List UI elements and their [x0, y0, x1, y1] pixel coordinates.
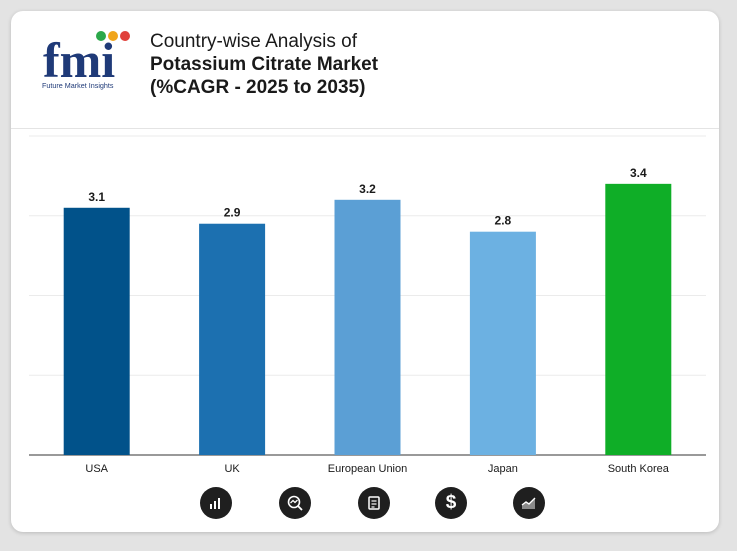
header-divider [11, 128, 719, 129]
svg-text:fmi: fmi [43, 32, 115, 88]
chart-card: fmi Future Market Insights Country-wise … [11, 11, 719, 532]
magnifier-trend-icon [279, 487, 311, 519]
logo-tagline: Future Market Insights [42, 81, 114, 90]
title-line-2: Potassium Citrate Market [150, 54, 379, 75]
x-tick-label: USA [85, 463, 108, 475]
area-chart-icon [513, 487, 545, 519]
dollar-icon: $ [435, 487, 467, 519]
data-label: 3.2 [359, 182, 376, 196]
bar [469, 231, 536, 455]
bar [605, 183, 672, 455]
data-label: 2.8 [495, 214, 512, 228]
data-label: 3.4 [630, 166, 647, 180]
document-icon [358, 487, 390, 519]
chart-title: Country-wise Analysis of Potassium Citra… [150, 30, 378, 99]
bar [199, 223, 266, 455]
bar [334, 199, 401, 455]
bar-chart: 3.1 USA 2.9 UK 3.2 European Union 2.8 Japan 3.4 S… [29, 135, 706, 475]
x-tick-label: South Korea [608, 463, 670, 475]
x-tick-label: Japan [488, 463, 518, 475]
title-line-1: Country-wise Analysis of [150, 31, 357, 52]
x-tick-label: European Union [328, 463, 408, 475]
header: fmi Future Market Insights Country-wise … [11, 11, 719, 128]
bar [63, 207, 130, 455]
fmi-logo: fmi [43, 31, 130, 88]
footer-icon-row: $ [11, 487, 719, 527]
data-label: 2.9 [224, 206, 241, 220]
bar-chart-icon [200, 487, 232, 519]
x-tick-label: UK [224, 463, 240, 475]
title-line-3: (%CAGR - 2025 to 2035) [150, 77, 366, 98]
data-label: 3.1 [88, 190, 105, 204]
